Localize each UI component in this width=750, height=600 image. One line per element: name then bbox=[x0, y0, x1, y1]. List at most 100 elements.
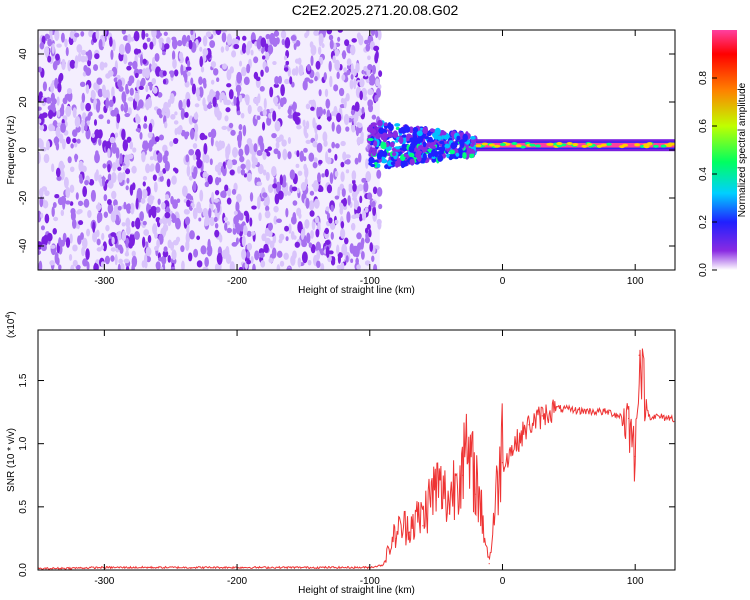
spectrogram-region-0-cell bbox=[135, 115, 141, 124]
spectrogram-region-0-cell bbox=[223, 216, 228, 222]
spectrogram-region-0-cell bbox=[297, 221, 303, 233]
spectrogram-region-0-cell bbox=[192, 181, 197, 192]
spectrogram-region-0-cell bbox=[202, 48, 209, 57]
snr-ytick-label: 1.5 bbox=[18, 373, 29, 387]
spectrogram-region-0-cell bbox=[300, 228, 305, 240]
spectrogram-region-0-cell bbox=[188, 115, 194, 125]
spectrogram-region-0-cell bbox=[371, 114, 377, 120]
spectrogram-region-0-cell bbox=[41, 186, 48, 192]
spectrogram-region-0-cell bbox=[61, 58, 66, 71]
spectrogram-region-0-cell bbox=[297, 170, 303, 176]
spectrogram-region-0-cell bbox=[355, 126, 360, 137]
spectrogram-region-0-cell bbox=[262, 108, 267, 117]
spectrogram-region-0-cell bbox=[292, 111, 298, 122]
spectrogram-region-0-cell bbox=[327, 148, 332, 153]
spectrogram-region-0-cell bbox=[371, 200, 376, 208]
spectrogram-region-0-cell bbox=[220, 165, 225, 173]
spectrogram-region-0-cell bbox=[225, 253, 232, 265]
spectrogram-region-0-cell bbox=[355, 257, 359, 265]
snr-series-line bbox=[38, 348, 675, 570]
spectrogram-region-0-cell bbox=[334, 195, 340, 200]
spectrogram-region-0-cell bbox=[314, 122, 318, 135]
spectrogram-region-0-cell bbox=[336, 124, 342, 135]
spectrogram-region-0-cell bbox=[107, 148, 111, 159]
spectrogram-region-0-cell bbox=[123, 154, 130, 166]
spectrogram-region-0-cell bbox=[79, 176, 84, 184]
spectrogram-region-0-cell bbox=[124, 112, 131, 118]
spectrogram-region-0-cell bbox=[116, 230, 123, 241]
spectrogram-region-0-cell bbox=[69, 184, 75, 194]
spectrogram-region-0-cell bbox=[294, 241, 300, 248]
spectrogram-region-0-cell bbox=[66, 136, 71, 145]
spectrogram-region-0-cell bbox=[86, 228, 91, 237]
spectrogram-region-1-cell bbox=[399, 147, 405, 151]
spectrogram-region-0-cell bbox=[292, 200, 298, 206]
spectrogram-region-0-cell bbox=[96, 212, 103, 223]
spectrogram-region-0-cell bbox=[69, 201, 74, 206]
spectrogram-region-0-cell bbox=[334, 59, 341, 71]
spectrogram-region-1-cell bbox=[382, 142, 387, 150]
spectrogram-region-0-cell bbox=[43, 234, 48, 247]
spectrogram-region-1-cell bbox=[456, 135, 461, 141]
spectrogram-region-0-cell bbox=[180, 64, 184, 76]
spectrogram-region-0-cell bbox=[155, 162, 161, 174]
spectrogram-region-0-cell bbox=[359, 78, 365, 88]
spectrogram-region-0-cell bbox=[325, 206, 330, 212]
spectrogram-region-0-cell bbox=[202, 266, 209, 270]
spectrogram-region-0-cell bbox=[214, 164, 220, 173]
spectrogram-region-0-cell bbox=[321, 173, 325, 178]
spectrogram-region-0-cell bbox=[132, 147, 137, 153]
spectrogram-region-0-cell bbox=[125, 83, 129, 93]
spectrogram-region-0-cell bbox=[225, 99, 231, 106]
spectrogram-region-1-cell bbox=[455, 152, 460, 157]
spectrogram-region-0-cell bbox=[362, 95, 368, 101]
spectrogram-region-0-cell bbox=[339, 206, 344, 215]
spectrogram-region-0-cell bbox=[188, 175, 193, 181]
spectrogram-region-0-cell bbox=[262, 121, 266, 131]
spectrogram-region-0-cell bbox=[140, 197, 146, 204]
spectrogram-region-0-cell bbox=[305, 120, 310, 130]
snr-data-point bbox=[422, 525, 424, 527]
spectrogram-region-0-cell bbox=[320, 186, 324, 192]
spectrogram-region-0-cell bbox=[138, 85, 144, 91]
spectrogram-region-0-cell bbox=[78, 220, 84, 226]
spectrogram-region-0-cell bbox=[265, 171, 270, 181]
spectrogram-region-0-cell bbox=[216, 143, 221, 152]
spectrogram-region-0-cell bbox=[50, 101, 56, 111]
spectrogram-region-2-cell bbox=[556, 144, 563, 148]
spectrogram-region-0-cell bbox=[237, 165, 241, 174]
spectrogram-region-0-cell bbox=[51, 42, 55, 55]
spectrogram-region-0-cell bbox=[125, 217, 131, 228]
spectrogram-region-0-cell bbox=[276, 250, 283, 258]
spectrogram-region-0-cell bbox=[279, 97, 285, 108]
spectrogram-region-0-cell bbox=[308, 242, 313, 248]
spectrogram-region-0-cell bbox=[297, 57, 302, 65]
spectrogram-region-0-cell bbox=[60, 32, 65, 43]
spectrogram-region-0-cell bbox=[156, 32, 162, 37]
spectrogram-region-0-cell bbox=[105, 73, 111, 79]
spectrogram-region-0-cell bbox=[146, 255, 151, 263]
spectrogram-region-0-cell bbox=[359, 213, 363, 222]
spectrogram-region-0-cell bbox=[58, 237, 62, 247]
spectrogram-region-0-cell bbox=[190, 77, 194, 86]
spectrogram-region-0-cell bbox=[121, 128, 126, 141]
spectrogram-region-0-cell bbox=[249, 192, 254, 202]
spectrogram-region-0-cell bbox=[122, 165, 127, 171]
spectrogram-region-0-cell bbox=[202, 35, 208, 47]
spectrogram-region-0-cell bbox=[38, 66, 43, 73]
spectrogram-region-0-cell bbox=[310, 44, 317, 56]
spectrogram-region-0-cell bbox=[341, 74, 346, 81]
spectrogram-region-0-cell bbox=[309, 190, 315, 196]
spectrogram-region-0-cell bbox=[107, 163, 111, 173]
spectrogram-region-0-cell bbox=[110, 247, 117, 252]
spectrogram-region-0-cell bbox=[257, 163, 264, 175]
spectrogram-region-0-cell bbox=[346, 64, 351, 70]
spectrogram-region-0-cell bbox=[188, 39, 193, 50]
spectrogram-region-0-cell bbox=[103, 62, 108, 68]
spectrogram-region-0-cell bbox=[245, 43, 251, 56]
spectrogram-region-0-cell bbox=[324, 88, 329, 98]
snr-data-point bbox=[448, 512, 450, 514]
spectrogram-region-0-cell bbox=[84, 180, 89, 186]
spectrogram-region-0-cell bbox=[81, 123, 85, 134]
spectrogram-region-0-cell bbox=[259, 252, 265, 258]
